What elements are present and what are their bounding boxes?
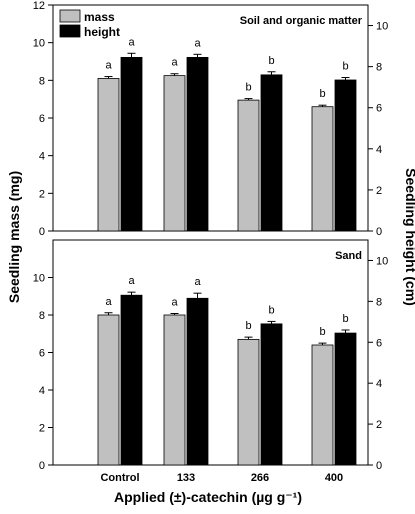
- bar-height: [120, 56, 143, 232]
- y-left-tick-label: 10: [33, 38, 45, 50]
- y-right-tick-label: 2: [376, 419, 382, 431]
- significance-label-mass: a: [105, 60, 112, 72]
- bar-height: [334, 332, 357, 466]
- bar-height: [186, 56, 209, 232]
- significance-label-mass: a: [171, 57, 178, 69]
- legend-label-mass: mass: [84, 10, 115, 24]
- bar-mass: [97, 314, 120, 466]
- significance-label-height: b: [342, 313, 348, 325]
- significance-label-mass: a: [105, 296, 112, 308]
- bar-height: [334, 79, 357, 232]
- y-left-tick-label: 0: [39, 226, 45, 238]
- y-left-tick-label: 8: [39, 75, 45, 87]
- panel-1: 0 2 4 6 8 10 12 0 2 4 6 8 10 a a b b a a b b Soil and organic…: [33, 0, 389, 238]
- legend-swatch-height: [59, 24, 81, 38]
- bar-height: [260, 323, 283, 466]
- significance-label-height: a: [128, 36, 135, 48]
- bar-mass: [237, 338, 260, 466]
- significance-label-height: a: [194, 37, 201, 49]
- panel-2: 0 2 4 6 8 10 0 2 4 6 8 10 a a b b a a b b Sand Control 133 266 4…: [33, 239, 388, 484]
- legend-swatch-mass: [59, 9, 81, 23]
- bar-height: [186, 297, 209, 466]
- y-left-tick-label: 6: [39, 348, 45, 360]
- y-right-tick-label: 8: [376, 296, 382, 308]
- significance-label-height: a: [128, 275, 135, 287]
- y-right-tick-label: 10: [376, 255, 388, 267]
- bar-height: [120, 294, 143, 466]
- y-right-tick-label: 0: [376, 460, 382, 472]
- significance-label-height: b: [342, 61, 348, 73]
- significance-label-mass: b: [245, 320, 251, 332]
- y-right-tick-label: 4: [376, 144, 382, 156]
- y-left-tick-label: 2: [39, 423, 45, 435]
- legend-label-height: height: [84, 25, 120, 39]
- y-left-tick-label: 6: [39, 113, 45, 125]
- bar-mass: [97, 78, 120, 232]
- significance-label-height: b: [268, 304, 274, 316]
- category-label: Control: [100, 472, 139, 484]
- bar-mass: [311, 344, 334, 466]
- x-axis-title: Applied (±)-catechin (µg g⁻¹): [114, 489, 302, 505]
- significance-label-height: b: [268, 55, 274, 67]
- y-right-tick-label: 6: [376, 103, 382, 115]
- y-right-tick-label: 4: [376, 378, 382, 390]
- y-left-tick-label: 0: [39, 460, 45, 472]
- panel-title: Sand: [335, 250, 362, 262]
- y-left-tick-label: 12: [33, 0, 45, 12]
- y-left-tick-label: 8: [39, 310, 45, 322]
- category-label: 133: [177, 472, 195, 484]
- y-left-tick-label: 4: [39, 385, 45, 397]
- bar-mass: [237, 99, 260, 232]
- significance-label-mass: b: [319, 88, 325, 100]
- bar-mass: [163, 75, 186, 232]
- y-left-tick-label: 2: [39, 188, 45, 200]
- significance-label-mass: a: [171, 297, 178, 309]
- significance-label-mass: b: [319, 326, 325, 338]
- y-left-tick-label: 10: [33, 273, 45, 285]
- y-axis-right-title: Seedling height (cm): [403, 168, 415, 306]
- y-right-tick-label: 8: [376, 62, 382, 74]
- y-axis-left-title: Seedling mass (mg): [6, 171, 22, 303]
- bar-height: [260, 74, 283, 232]
- y-right-tick-label: 6: [376, 337, 382, 349]
- y-right-tick-label: 0: [376, 226, 382, 238]
- significance-label-height: a: [194, 276, 201, 288]
- category-label: 266: [251, 472, 269, 484]
- bar-mass: [311, 106, 334, 232]
- panel-title: Soil and organic matter: [240, 15, 363, 27]
- y-right-tick-label: 2: [376, 185, 382, 197]
- y-left-tick-label: 4: [39, 151, 45, 163]
- category-label: 400: [325, 472, 343, 484]
- y-right-tick-label: 10: [376, 21, 388, 33]
- significance-label-mass: b: [245, 82, 251, 94]
- bar-mass: [163, 314, 186, 466]
